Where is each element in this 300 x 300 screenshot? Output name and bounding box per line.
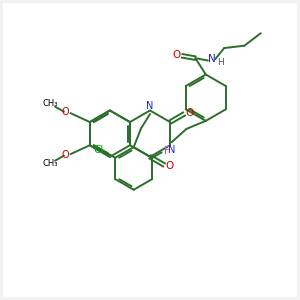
Text: N: N bbox=[168, 145, 175, 155]
Text: O: O bbox=[165, 160, 173, 171]
Text: O: O bbox=[173, 50, 181, 60]
FancyBboxPatch shape bbox=[3, 3, 297, 297]
Text: O: O bbox=[61, 107, 69, 117]
Text: F: F bbox=[164, 146, 170, 156]
Text: H: H bbox=[217, 58, 224, 68]
Text: N: N bbox=[208, 54, 216, 64]
Text: N: N bbox=[146, 101, 154, 111]
Text: O: O bbox=[185, 108, 194, 118]
Text: CH₃: CH₃ bbox=[43, 99, 58, 108]
Text: CH₃: CH₃ bbox=[43, 159, 58, 168]
Text: Cl: Cl bbox=[94, 145, 104, 155]
Text: O: O bbox=[61, 150, 69, 160]
